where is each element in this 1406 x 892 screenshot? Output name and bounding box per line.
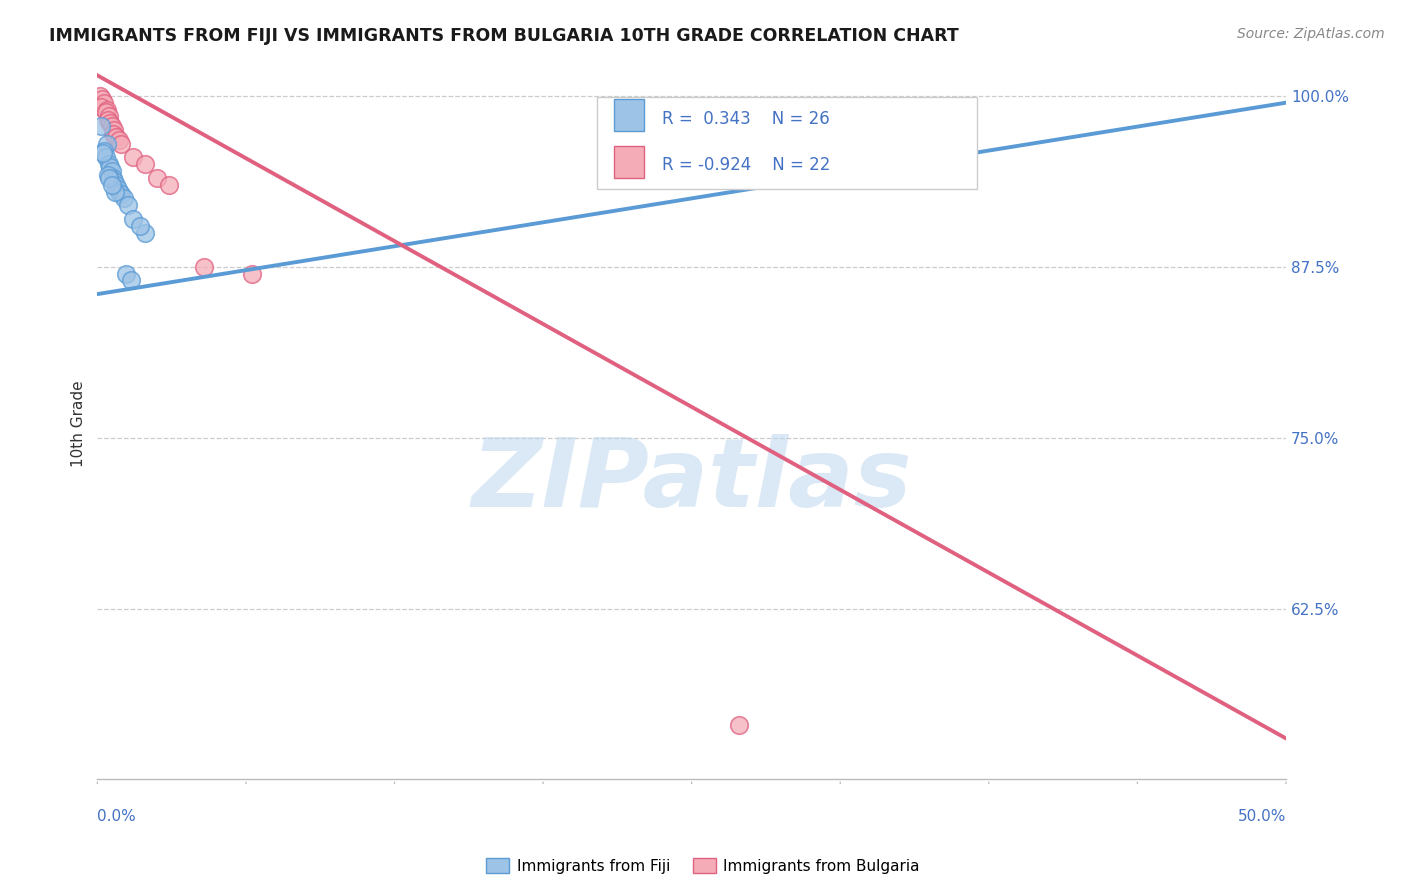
- Point: [122, 211, 145, 226]
- Text: Source: ZipAtlas.com: Source: ZipAtlas.com: [1237, 27, 1385, 41]
- Point: [103, 123, 125, 137]
- Point: [90, 100, 112, 114]
- Point: [122, 150, 145, 164]
- Point: [240, 267, 263, 281]
- FancyBboxPatch shape: [614, 99, 644, 131]
- Text: ZIPatlas: ZIPatlas: [471, 434, 912, 527]
- Point: [193, 260, 215, 274]
- Point: [100, 119, 122, 133]
- Point: [97, 168, 120, 182]
- Point: [98, 109, 121, 123]
- Point: [96, 103, 118, 117]
- Text: R = -0.924    N = 22: R = -0.924 N = 22: [662, 156, 831, 175]
- Point: [110, 187, 132, 202]
- Point: [942, 119, 965, 133]
- Point: [117, 198, 139, 212]
- Point: [100, 164, 122, 178]
- Point: [98, 157, 121, 171]
- Point: [134, 226, 156, 240]
- Point: [93, 95, 115, 110]
- Point: [93, 144, 115, 158]
- Point: [101, 170, 124, 185]
- FancyBboxPatch shape: [614, 145, 644, 178]
- Point: [728, 717, 751, 731]
- Point: [107, 185, 129, 199]
- FancyBboxPatch shape: [596, 97, 977, 189]
- Point: [96, 136, 118, 151]
- Text: IMMIGRANTS FROM FIJI VS IMMIGRANTS FROM BULGARIA 10TH GRADE CORRELATION CHART: IMMIGRANTS FROM FIJI VS IMMIGRANTS FROM …: [49, 27, 959, 45]
- Point: [120, 273, 142, 287]
- Point: [103, 173, 125, 187]
- Point: [104, 185, 127, 199]
- Point: [100, 178, 122, 192]
- Point: [110, 136, 132, 151]
- Point: [146, 170, 169, 185]
- Point: [98, 170, 121, 185]
- Point: [94, 105, 117, 120]
- Text: R =  0.343    N = 26: R = 0.343 N = 26: [662, 111, 830, 128]
- Point: [107, 182, 129, 196]
- Point: [157, 178, 180, 192]
- Point: [105, 129, 128, 144]
- Point: [89, 88, 111, 103]
- Point: [101, 127, 124, 141]
- Point: [112, 191, 135, 205]
- Point: [91, 146, 114, 161]
- Point: [100, 160, 122, 174]
- Point: [97, 113, 120, 128]
- Point: [107, 133, 129, 147]
- Point: [115, 267, 138, 281]
- Text: 0.0%: 0.0%: [97, 810, 136, 824]
- Point: [94, 150, 117, 164]
- Legend: Immigrants from Fiji, Immigrants from Bulgaria: Immigrants from Fiji, Immigrants from Bu…: [479, 852, 927, 880]
- Point: [134, 157, 156, 171]
- Y-axis label: 10th Grade: 10th Grade: [72, 381, 86, 467]
- Text: 50.0%: 50.0%: [1237, 810, 1286, 824]
- Point: [105, 178, 128, 192]
- Point: [100, 116, 122, 130]
- Point: [91, 92, 114, 106]
- Point: [129, 219, 152, 233]
- Point: [90, 119, 112, 133]
